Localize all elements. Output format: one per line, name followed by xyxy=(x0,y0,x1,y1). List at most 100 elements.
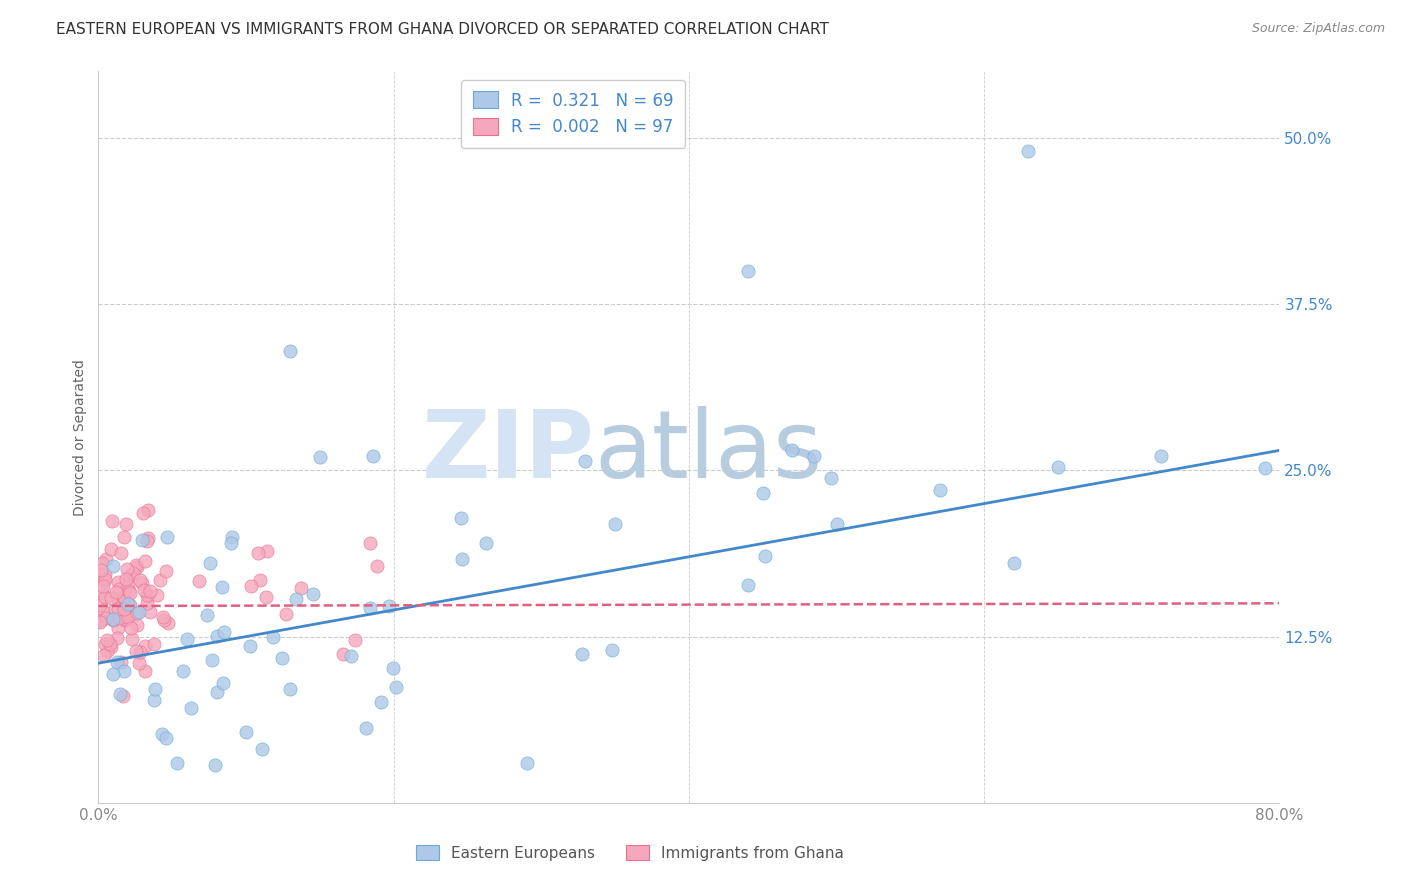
Text: ZIP: ZIP xyxy=(422,406,595,498)
Point xyxy=(112,590,135,604)
Point xyxy=(134,664,156,678)
Text: EASTERN EUROPEAN VS IMMIGRANTS FROM GHANA DIVORCED OR SEPARATED CORRELATION CHAR: EASTERN EUROPEAN VS IMMIGRANTS FROM GHAN… xyxy=(56,22,830,37)
Point xyxy=(143,681,166,696)
Point xyxy=(204,758,226,772)
Point xyxy=(571,647,593,661)
Point xyxy=(246,545,269,559)
Point xyxy=(115,572,138,586)
Text: Source: ZipAtlas.com: Source: ZipAtlas.com xyxy=(1251,22,1385,36)
Point xyxy=(90,613,112,627)
Point xyxy=(129,573,152,587)
Point xyxy=(111,590,134,604)
Point xyxy=(149,573,172,587)
Point xyxy=(290,581,312,595)
Point xyxy=(254,591,277,605)
Point xyxy=(105,585,128,599)
Point xyxy=(131,533,153,548)
Point xyxy=(474,535,496,549)
Point xyxy=(155,565,177,579)
Point xyxy=(93,648,115,662)
Point xyxy=(101,613,124,627)
Point xyxy=(146,588,169,602)
Point xyxy=(121,632,143,647)
Point xyxy=(134,583,156,598)
Point xyxy=(91,579,114,593)
Point xyxy=(103,612,125,626)
Point xyxy=(105,631,128,645)
Point xyxy=(131,576,153,591)
Point xyxy=(172,664,194,678)
Point xyxy=(105,655,128,669)
Point xyxy=(115,562,138,576)
Point xyxy=(114,665,136,679)
Point xyxy=(156,531,179,545)
Point xyxy=(803,449,825,463)
Point xyxy=(166,756,188,770)
Point xyxy=(107,610,129,624)
Point xyxy=(125,558,148,573)
Point xyxy=(344,632,367,647)
Point xyxy=(205,629,228,643)
Point xyxy=(134,553,156,567)
Point xyxy=(188,574,211,589)
Point xyxy=(153,613,176,627)
Point xyxy=(103,667,125,681)
Point xyxy=(929,483,952,497)
Point xyxy=(176,632,198,646)
Point xyxy=(1254,461,1277,475)
Point xyxy=(103,602,125,616)
Y-axis label: Divorced or Separated: Divorced or Separated xyxy=(73,359,87,516)
Point xyxy=(605,516,627,531)
Point xyxy=(1002,556,1025,570)
Point xyxy=(108,582,131,596)
Text: atlas: atlas xyxy=(595,406,823,498)
Point xyxy=(1046,460,1070,475)
Point xyxy=(110,655,132,669)
Point xyxy=(737,578,759,592)
Point xyxy=(339,649,361,664)
Point xyxy=(354,721,377,735)
Point xyxy=(825,516,848,531)
Point xyxy=(93,574,115,589)
Point xyxy=(600,642,623,657)
Point xyxy=(782,442,804,457)
Point xyxy=(249,573,271,587)
Point xyxy=(120,599,142,613)
Point xyxy=(110,687,132,701)
Point xyxy=(201,653,224,667)
Point xyxy=(118,586,141,600)
Point xyxy=(516,756,538,770)
Point xyxy=(114,613,136,627)
Point xyxy=(125,644,148,658)
Point xyxy=(94,552,117,566)
Point xyxy=(751,486,773,500)
Point xyxy=(128,645,150,659)
Point xyxy=(107,621,129,635)
Point xyxy=(90,584,112,599)
Point xyxy=(121,566,143,580)
Point xyxy=(737,264,759,278)
Point xyxy=(107,601,129,615)
Point xyxy=(378,599,401,614)
Point xyxy=(238,640,260,654)
Point xyxy=(239,578,262,592)
Point xyxy=(278,682,301,697)
Point xyxy=(115,516,138,531)
Point xyxy=(180,701,202,715)
Point xyxy=(117,607,139,621)
Point xyxy=(574,454,596,468)
Point xyxy=(96,611,118,625)
Point xyxy=(271,651,294,665)
Point xyxy=(120,621,142,635)
Point xyxy=(157,616,180,631)
Point xyxy=(98,637,121,651)
Point xyxy=(128,605,150,619)
Point xyxy=(302,587,325,601)
Point xyxy=(138,503,160,517)
Point xyxy=(211,580,233,594)
Point xyxy=(100,591,122,605)
Point xyxy=(359,600,381,615)
Point xyxy=(256,544,278,558)
Point xyxy=(205,685,228,699)
Point xyxy=(91,605,114,619)
